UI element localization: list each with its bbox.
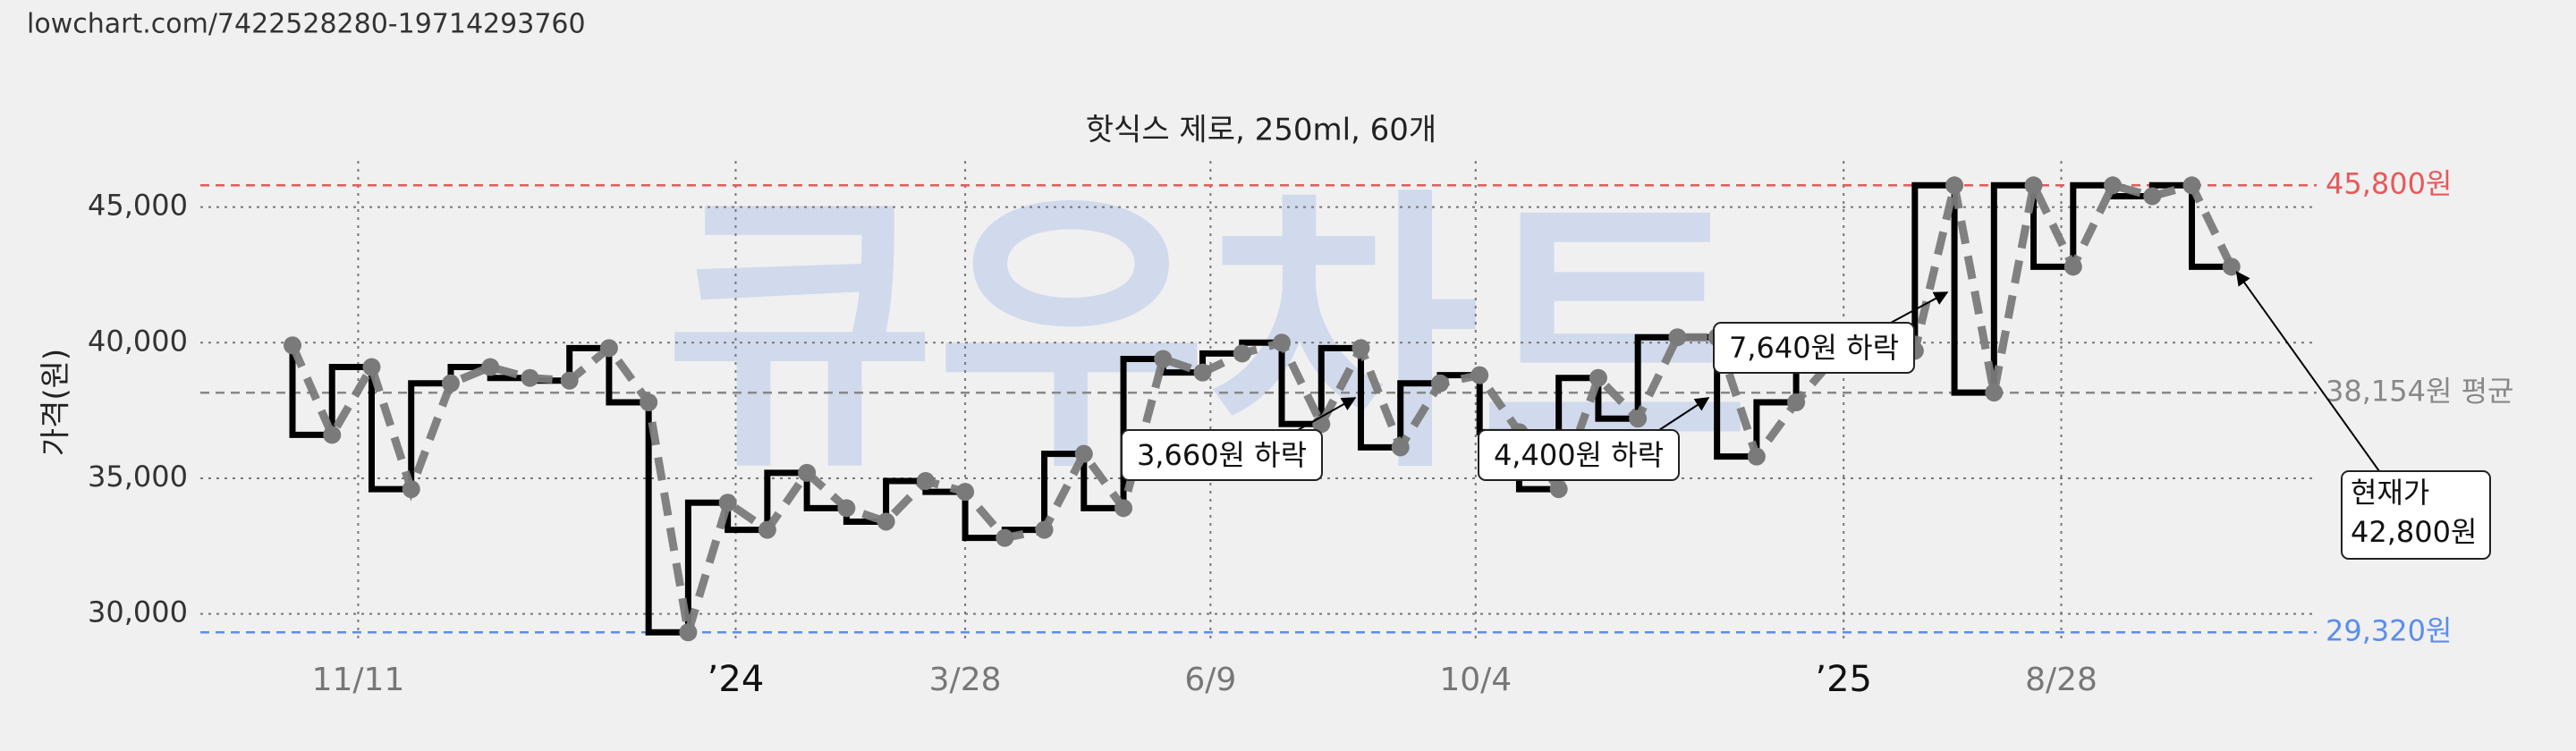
annotation-arrow (1658, 397, 1710, 431)
price-point (956, 483, 975, 502)
price-point (798, 463, 817, 482)
reference-label: 38,154원 평균 (2326, 374, 2513, 408)
price-point (2104, 176, 2123, 195)
price-point (2143, 187, 2162, 206)
y-tick-label: 45,000 (88, 189, 188, 223)
annotation-arrow (1888, 291, 1949, 325)
price-point (521, 368, 539, 387)
y-tick-label: 30,000 (88, 595, 188, 629)
price-point (1985, 384, 2004, 402)
x-tick-label: 10/4 (1439, 662, 1512, 698)
y-tick-label: 40,000 (88, 324, 188, 358)
price-point (1787, 393, 1806, 411)
price-point (2222, 257, 2241, 276)
x-tick-label: 8/28 (2025, 662, 2097, 698)
y-axis-label: 가격(원) (38, 349, 74, 456)
price-point (1629, 409, 1648, 428)
price-point (402, 480, 420, 499)
reference-label: 45,800원 (2326, 166, 2452, 200)
price-point (362, 358, 381, 376)
price-point (1154, 350, 1173, 368)
x-tick-label: 6/9 (1184, 662, 1236, 698)
annotation-box (1713, 322, 1915, 374)
price-point (2063, 257, 2082, 276)
price-point (323, 426, 342, 444)
annotation-arrow (1297, 397, 1357, 431)
price-point (640, 393, 658, 411)
price-point (284, 336, 301, 355)
price-point (1549, 480, 1568, 499)
price-point (1114, 499, 1133, 518)
price-point (1074, 444, 1093, 463)
price-point (718, 494, 737, 512)
price-point (679, 623, 698, 642)
price-point (599, 339, 618, 358)
price-point (916, 471, 935, 490)
price-point (996, 528, 1014, 547)
price-point (1589, 368, 1607, 387)
current-arrow (2235, 271, 2380, 472)
x-tick-label: ’24 (708, 659, 765, 700)
price-point (1352, 339, 1370, 358)
price-point (1273, 333, 1291, 352)
annotation-text: 4,400원 하락 (1494, 438, 1664, 472)
price-point (1391, 438, 1410, 457)
url: lowchart.com/7422528280-19714293760 (27, 9, 586, 40)
price-point (1193, 363, 1212, 382)
price-point (837, 499, 856, 518)
annotation-text: 7,640원 하락 (1729, 331, 1899, 365)
price-point (441, 374, 460, 392)
price-point (1233, 344, 1251, 363)
y-tick-label: 35,000 (88, 460, 188, 494)
x-tick-label: ’25 (1815, 659, 1872, 700)
price-point (481, 358, 500, 376)
reference-label: 29,320원 (2326, 613, 2452, 647)
price-point (560, 371, 579, 390)
price-point (1470, 366, 1489, 384)
current-text: 42,800원 (2351, 515, 2477, 549)
price-point (1035, 520, 1054, 539)
price-point (1747, 447, 1766, 466)
x-tick-label: 11/11 (312, 662, 405, 698)
price-point (2024, 176, 2043, 195)
annotation-box (1121, 429, 1323, 481)
current-box (2341, 470, 2491, 560)
price-point (1945, 176, 1964, 195)
price-point (758, 520, 776, 539)
current-text: 현재가 (2351, 476, 2429, 510)
price-point (2182, 176, 2201, 195)
price-point (1430, 374, 1449, 392)
annotation-text: 3,660원 하락 (1137, 438, 1307, 472)
price-point (1668, 328, 1687, 347)
x-tick-label: 3/28 (929, 662, 1002, 698)
price-point (877, 512, 895, 531)
chart-title: 핫식스 제로, 250ml, 60개 (1086, 113, 1436, 148)
annotation-box (1478, 429, 1680, 481)
